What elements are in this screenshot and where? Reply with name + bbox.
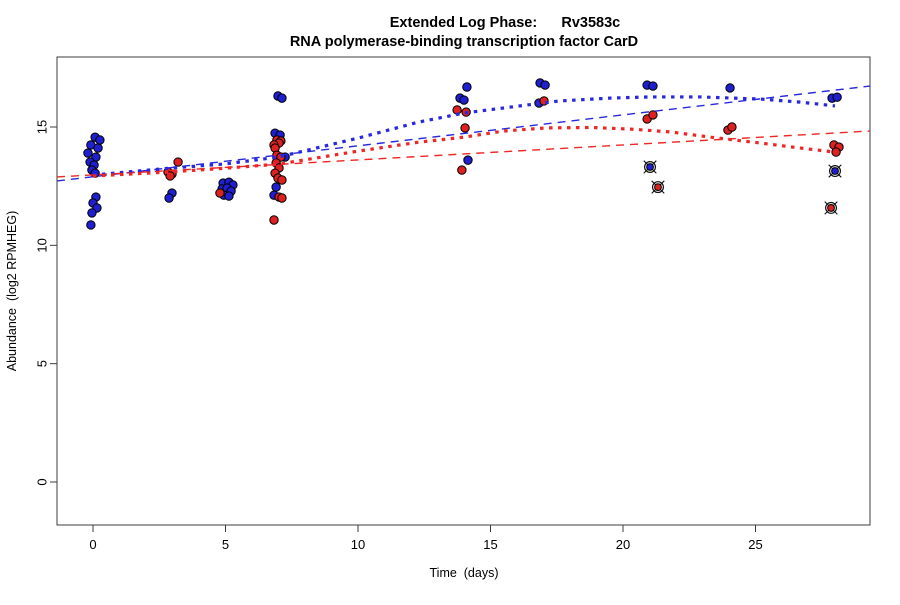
outlier-ring-icon: [828, 165, 841, 178]
data-point-blue-condition: [725, 83, 735, 93]
data-point-blue-condition: [86, 220, 96, 230]
outlier-dot: [827, 204, 835, 212]
outlier-dot: [831, 167, 839, 175]
y-axis-label: Abundance (log2 RPMHEG): [5, 211, 19, 372]
data-point-red-condition: [727, 122, 737, 132]
data-point-red-condition: [457, 165, 467, 175]
plot-subtitle: RNA polymerase-binding transcription fac…: [290, 34, 638, 50]
data-point-red-condition: [165, 171, 175, 181]
outlier-ring-icon: [644, 160, 657, 173]
data-point-blue-condition: [224, 191, 234, 201]
plot-title: Extended Log Phase: Rv3583c: [390, 15, 620, 31]
x-tick-label: 20: [616, 537, 630, 552]
data-point-red-condition: [269, 215, 279, 225]
data-point-blue-condition: [540, 80, 550, 90]
x-tick-label: 15: [483, 537, 497, 552]
data-point-red-condition: [831, 147, 841, 157]
y-tick-label: 5: [35, 360, 50, 367]
outlier-point-marker-blue-outliers-circled: [643, 160, 657, 174]
red-smooth-fit-line: [92, 125, 836, 178]
data-point-red-condition: [173, 157, 183, 167]
data-point-red-condition: [460, 123, 470, 133]
outlier-ring-icon: [825, 201, 838, 214]
outlier-ring-icon: [651, 181, 664, 194]
x-axis: 0 5 10 15 20 25: [89, 525, 763, 552]
data-point-blue-condition: [648, 81, 658, 91]
plot-box: [56, 56, 871, 526]
y-tick-label: 10: [35, 238, 50, 252]
x-tick-label: 0: [89, 537, 96, 552]
data-point-blue-condition: [93, 143, 103, 153]
data-point-red-condition: [215, 188, 225, 198]
y-tick-label: 0: [35, 478, 50, 485]
data-point-red-condition: [648, 110, 658, 120]
x-axis-label: Time (days): [430, 566, 499, 580]
outlier-dot: [646, 163, 654, 171]
x-tick-label: 5: [222, 537, 229, 552]
data-points-layer: [83, 78, 844, 230]
outlier-point-marker-blue-outliers-circled: [828, 164, 842, 178]
data-point-blue-condition: [459, 95, 469, 105]
data-point-blue-condition: [164, 193, 174, 203]
data-point-blue-condition: [95, 135, 105, 145]
outlier-dot: [654, 183, 662, 192]
data-point-blue-condition: [463, 155, 473, 165]
data-point-blue-condition: [277, 93, 287, 103]
blue-linear-fit-line: [57, 85, 870, 182]
red-linear-fit-line: [57, 130, 870, 178]
y-axis: 0 5 10 15: [35, 120, 57, 486]
data-point-red-condition: [277, 175, 287, 185]
x-tick-label: 10: [351, 537, 365, 552]
blue-smooth-fit-line: [92, 95, 836, 177]
outlier-point-marker-red-outliers-circled: [824, 201, 838, 215]
data-point-blue-condition: [271, 182, 281, 192]
data-point-blue-condition: [832, 92, 842, 102]
x-tick-label: 25: [748, 537, 762, 552]
outlier-markers-layer: [643, 160, 842, 215]
outlier-point-marker-red-outliers-circled: [651, 180, 665, 194]
data-point-blue-condition: [83, 148, 93, 158]
data-point-red-condition: [277, 193, 287, 203]
data-point-blue-condition: [87, 208, 97, 218]
y-tick-label: 15: [35, 120, 50, 134]
data-point-blue-condition: [462, 82, 472, 92]
trend-lines-layer: [57, 85, 870, 182]
